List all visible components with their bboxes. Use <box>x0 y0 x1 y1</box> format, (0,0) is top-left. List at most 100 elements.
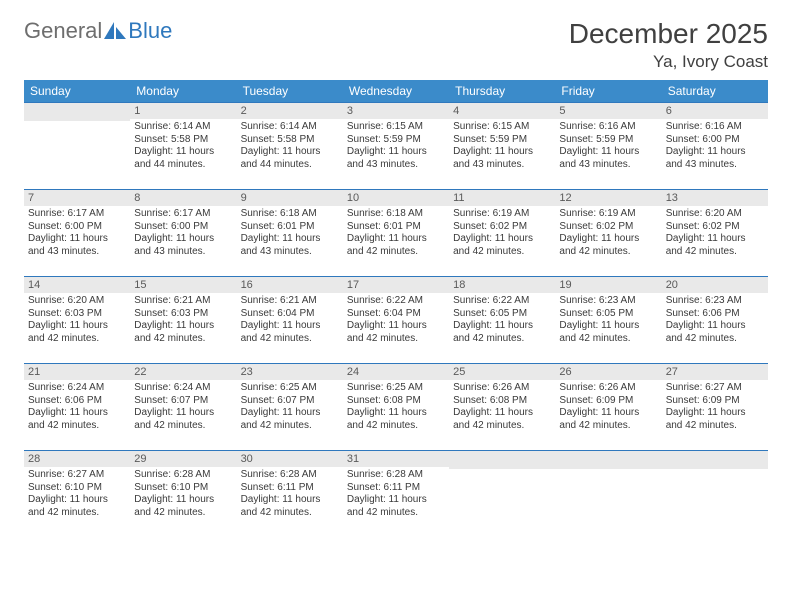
weekday-header: Friday <box>555 80 661 103</box>
calendar-cell: 31Sunrise: 6:28 AMSunset: 6:11 PMDayligh… <box>343 451 449 538</box>
sunset-text: Sunset: 5:59 PM <box>559 134 657 147</box>
daylight-text: Daylight: 11 hours and 43 minutes. <box>134 233 232 258</box>
sunrise-text: Sunrise: 6:19 AM <box>559 208 657 221</box>
logo-text-general: General <box>24 18 102 44</box>
weekday-header: Wednesday <box>343 80 449 103</box>
day-content: Sunrise: 6:14 AMSunset: 5:58 PMDaylight:… <box>130 119 236 175</box>
day-number: 3 <box>343 103 449 119</box>
day-number: 8 <box>130 190 236 206</box>
daylight-text: Daylight: 11 hours and 42 minutes. <box>347 494 445 519</box>
daylight-text: Daylight: 11 hours and 43 minutes. <box>347 146 445 171</box>
sunset-text: Sunset: 6:03 PM <box>134 308 232 321</box>
day-number: 12 <box>555 190 661 206</box>
calendar-cell <box>24 103 130 190</box>
day-number: 2 <box>237 103 343 119</box>
weekday-header: Saturday <box>662 80 768 103</box>
weekday-header: Thursday <box>449 80 555 103</box>
sunset-text: Sunset: 6:02 PM <box>559 221 657 234</box>
day-content: Sunrise: 6:23 AMSunset: 6:05 PMDaylight:… <box>555 293 661 349</box>
day-number: 1 <box>130 103 236 119</box>
day-number: 16 <box>237 277 343 293</box>
daylight-text: Daylight: 11 hours and 44 minutes. <box>241 146 339 171</box>
sunrise-text: Sunrise: 6:20 AM <box>666 208 764 221</box>
sunset-text: Sunset: 6:07 PM <box>241 395 339 408</box>
sunset-text: Sunset: 6:00 PM <box>666 134 764 147</box>
sunrise-text: Sunrise: 6:27 AM <box>666 382 764 395</box>
weekday-header: Sunday <box>24 80 130 103</box>
daylight-text: Daylight: 11 hours and 42 minutes. <box>28 494 126 519</box>
sunrise-text: Sunrise: 6:20 AM <box>28 295 126 308</box>
sunset-text: Sunset: 6:04 PM <box>241 308 339 321</box>
sunset-text: Sunset: 6:05 PM <box>559 308 657 321</box>
daylight-text: Daylight: 11 hours and 43 minutes. <box>666 146 764 171</box>
day-content: Sunrise: 6:25 AMSunset: 6:07 PMDaylight:… <box>237 380 343 436</box>
sunset-text: Sunset: 5:59 PM <box>453 134 551 147</box>
calendar-head: Sunday Monday Tuesday Wednesday Thursday… <box>24 80 768 103</box>
daylight-text: Daylight: 11 hours and 42 minutes. <box>453 233 551 258</box>
calendar-cell: 4Sunrise: 6:15 AMSunset: 5:59 PMDaylight… <box>449 103 555 190</box>
day-content: Sunrise: 6:20 AMSunset: 6:02 PMDaylight:… <box>662 206 768 262</box>
calendar-row: 21Sunrise: 6:24 AMSunset: 6:06 PMDayligh… <box>24 364 768 451</box>
day-number: 25 <box>449 364 555 380</box>
daylight-text: Daylight: 11 hours and 42 minutes. <box>347 233 445 258</box>
calendar-row: 14Sunrise: 6:20 AMSunset: 6:03 PMDayligh… <box>24 277 768 364</box>
daylight-text: Daylight: 11 hours and 43 minutes. <box>241 233 339 258</box>
sunset-text: Sunset: 6:04 PM <box>347 308 445 321</box>
calendar-cell: 8 Sunrise: 6:17 AMSunset: 6:00 PMDaylight… <box>130 190 236 277</box>
daylight-text: Daylight: 11 hours and 42 minutes. <box>559 407 657 432</box>
calendar-body: 1Sunrise: 6:14 AMSunset: 5:58 PMDaylight… <box>24 103 768 538</box>
day-number: 6 <box>662 103 768 119</box>
sunset-text: Sunset: 6:00 PM <box>134 221 232 234</box>
calendar-table: Sunday Monday Tuesday Wednesday Thursday… <box>24 80 768 537</box>
day-content: Sunrise: 6:16 AMSunset: 5:59 PMDaylight:… <box>555 119 661 175</box>
sunset-text: Sunset: 6:08 PM <box>453 395 551 408</box>
daylight-text: Daylight: 11 hours and 42 minutes. <box>559 233 657 258</box>
daylight-text: Daylight: 11 hours and 42 minutes. <box>453 407 551 432</box>
daylight-text: Daylight: 11 hours and 42 minutes. <box>134 320 232 345</box>
calendar-cell: 20Sunrise: 6:23 AMSunset: 6:06 PMDayligh… <box>662 277 768 364</box>
sunrise-text: Sunrise: 6:24 AM <box>134 382 232 395</box>
calendar-row: 1Sunrise: 6:14 AMSunset: 5:58 PMDaylight… <box>24 103 768 190</box>
day-content: Sunrise: 6:18 AMSunset: 6:01 PMDaylight:… <box>343 206 449 262</box>
weekday-header: Tuesday <box>237 80 343 103</box>
daylight-text: Daylight: 11 hours and 42 minutes. <box>28 320 126 345</box>
sunrise-text: Sunrise: 6:17 AM <box>28 208 126 221</box>
day-content: Sunrise: 6:25 AMSunset: 6:08 PMDaylight:… <box>343 380 449 436</box>
calendar-cell: 24Sunrise: 6:25 AMSunset: 6:08 PMDayligh… <box>343 364 449 451</box>
calendar-cell: 23Sunrise: 6:25 AMSunset: 6:07 PMDayligh… <box>237 364 343 451</box>
sunset-text: Sunset: 5:58 PM <box>134 134 232 147</box>
calendar-cell <box>449 451 555 538</box>
daylight-text: Daylight: 11 hours and 42 minutes. <box>666 320 764 345</box>
day-content: Sunrise: 6:20 AMSunset: 6:03 PMDaylight:… <box>24 293 130 349</box>
calendar-cell: 14Sunrise: 6:20 AMSunset: 6:03 PMDayligh… <box>24 277 130 364</box>
day-number: 21 <box>24 364 130 380</box>
daylight-text: Daylight: 11 hours and 42 minutes. <box>134 407 232 432</box>
day-number: 4 <box>449 103 555 119</box>
day-content: Sunrise: 6:16 AMSunset: 6:00 PMDaylight:… <box>662 119 768 175</box>
sunset-text: Sunset: 6:00 PM <box>28 221 126 234</box>
sunrise-text: Sunrise: 6:17 AM <box>134 208 232 221</box>
calendar-cell: 19Sunrise: 6:23 AMSunset: 6:05 PMDayligh… <box>555 277 661 364</box>
sunrise-text: Sunrise: 6:24 AM <box>28 382 126 395</box>
header-row: General Blue December 2025 Ya, Ivory Coa… <box>24 18 768 80</box>
sunrise-text: Sunrise: 6:26 AM <box>453 382 551 395</box>
day-number: 11 <box>449 190 555 206</box>
sunset-text: Sunset: 6:07 PM <box>134 395 232 408</box>
day-number: 10 <box>343 190 449 206</box>
sunrise-text: Sunrise: 6:22 AM <box>453 295 551 308</box>
sunrise-text: Sunrise: 6:27 AM <box>28 469 126 482</box>
day-number: 24 <box>343 364 449 380</box>
day-content: Sunrise: 6:19 AMSunset: 6:02 PMDaylight:… <box>555 206 661 262</box>
day-content: Sunrise: 6:14 AMSunset: 5:58 PMDaylight:… <box>237 119 343 175</box>
day-number: 9 <box>237 190 343 206</box>
sunrise-text: Sunrise: 6:18 AM <box>241 208 339 221</box>
daylight-text: Daylight: 11 hours and 42 minutes. <box>666 407 764 432</box>
day-number <box>662 451 768 469</box>
day-content: Sunrise: 6:15 AMSunset: 5:59 PMDaylight:… <box>449 119 555 175</box>
day-number: 14 <box>24 277 130 293</box>
daylight-text: Daylight: 11 hours and 42 minutes. <box>241 320 339 345</box>
sunset-text: Sunset: 6:11 PM <box>241 482 339 495</box>
sunset-text: Sunset: 6:01 PM <box>347 221 445 234</box>
calendar-cell: 16Sunrise: 6:21 AMSunset: 6:04 PMDayligh… <box>237 277 343 364</box>
calendar-cell: 11Sunrise: 6:19 AMSunset: 6:02 PMDayligh… <box>449 190 555 277</box>
